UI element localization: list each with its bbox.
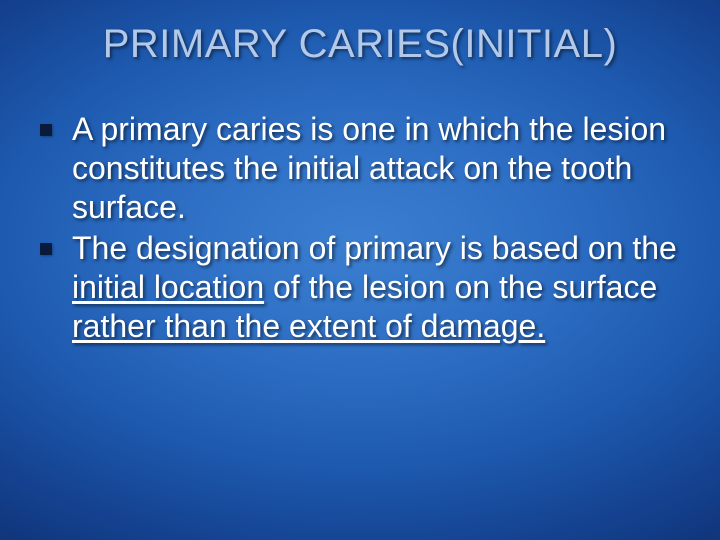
slide-content: A primary caries is one in which the les… — [40, 110, 680, 348]
bullet-text-0: A primary caries is one in which the les… — [72, 110, 680, 227]
bullet-text-1: The designation of primary is based on t… — [72, 229, 680, 346]
text-segment: rather than the extent of damage. — [72, 308, 545, 344]
text-segment: of the lesion on the surface — [264, 269, 657, 305]
bullet-marker-icon — [40, 124, 52, 136]
text-segment: initial location — [72, 269, 264, 305]
text-segment: The designation of primary is based on t… — [72, 230, 677, 266]
slide: PRIMARY CARIES(INITIAL) A primary caries… — [0, 0, 720, 540]
slide-title: PRIMARY CARIES(INITIAL) — [0, 22, 720, 67]
bullet-item: The designation of primary is based on t… — [40, 229, 680, 346]
text-segment: A primary caries is one in which the les… — [72, 111, 666, 225]
bullet-marker-icon — [40, 243, 52, 255]
bullet-item: A primary caries is one in which the les… — [40, 110, 680, 227]
